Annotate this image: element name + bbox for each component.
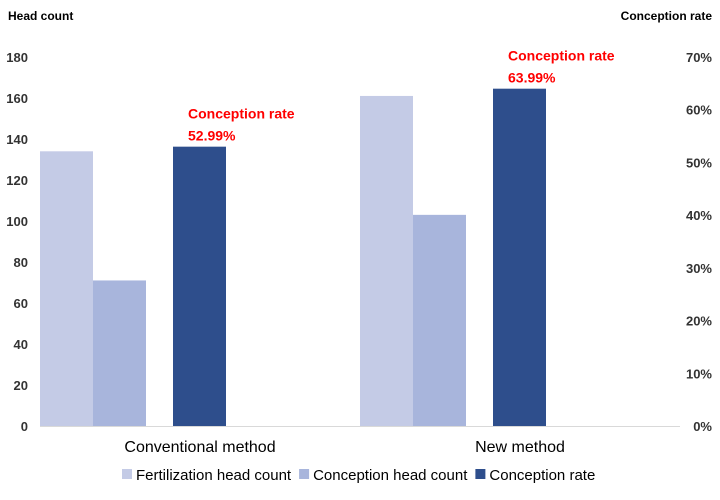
bars (40, 88, 546, 427)
y-left-tick-label: 20 (14, 378, 28, 393)
legend-label: Conception rate (489, 467, 595, 484)
y-axis-left-ticks: 0 20 40 60 80 100 120 140 160 180 (6, 50, 28, 434)
y-right-tick-label: 0% (693, 419, 712, 434)
y-left-tick-label: 120 (6, 173, 28, 188)
bar-fertilization-head-count (40, 151, 93, 427)
legend-label: Conception head count (313, 467, 468, 484)
y-right-tick-label: 10% (686, 366, 712, 381)
legend-label: Fertilization head count (136, 467, 292, 484)
bar-fertilization-head-count (360, 95, 413, 426)
y-right-tick-label: 60% (686, 103, 712, 118)
y-right-tick-label: 30% (686, 261, 712, 276)
y-axis-right-title: Conception rate (621, 9, 713, 23)
bar-conception-head-count (93, 280, 146, 426)
annotation-title: Conception rate (188, 106, 295, 122)
y-left-tick-label: 160 (6, 91, 28, 106)
bar-conception-rate (173, 146, 226, 427)
y-right-tick-label: 50% (686, 155, 712, 170)
y-axis-right-ticks: 0% 10% 20% 30% 40% 50% 60% 70% (686, 50, 712, 434)
bar-conception-rate (493, 88, 546, 427)
bar-conception-head-count (413, 214, 466, 426)
legend-swatch (122, 469, 132, 479)
category-labels: Conventional method New method (124, 439, 565, 456)
y-right-tick-label: 40% (686, 208, 712, 223)
y-left-tick-label: 80 (14, 255, 28, 270)
legend-swatch (299, 469, 310, 479)
category-label: New method (475, 439, 565, 456)
y-left-tick-label: 100 (6, 214, 28, 229)
y-axis-left-title: Head count (8, 9, 73, 23)
y-left-tick-label: 40 (14, 337, 28, 352)
annotations: Conception rate 52.99% Conception rate 63.9… (188, 48, 615, 144)
category-label: Conventional method (124, 439, 275, 456)
y-left-tick-label: 0 (21, 419, 28, 434)
y-left-tick-label: 180 (6, 50, 28, 65)
y-right-tick-label: 20% (686, 314, 712, 329)
annotation-value: 63.99% (508, 70, 556, 86)
y-left-tick-label: 60 (14, 296, 28, 311)
annotation-title: Conception rate (508, 48, 615, 64)
y-left-tick-label: 140 (6, 132, 28, 147)
legend-swatch (475, 469, 486, 479)
annotation-value: 52.99% (188, 128, 236, 144)
y-right-tick-label: 70% (686, 50, 712, 65)
legend: Fertilization head count Conception head … (122, 467, 595, 484)
